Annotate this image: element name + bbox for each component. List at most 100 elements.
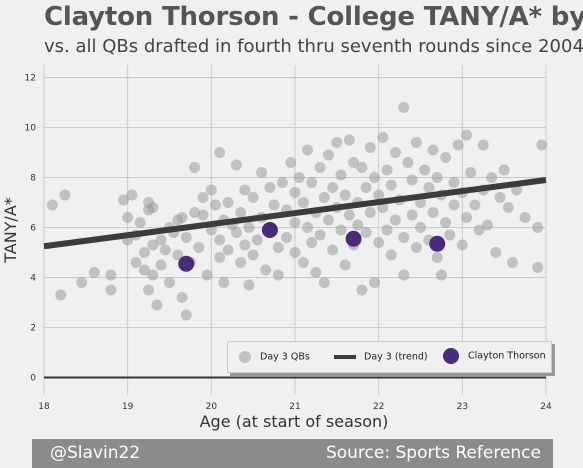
data-point bbox=[473, 224, 485, 236]
data-point bbox=[373, 237, 385, 248]
data-point bbox=[381, 164, 393, 176]
data-point bbox=[364, 207, 376, 218]
data-point bbox=[360, 182, 372, 193]
data-point bbox=[105, 269, 117, 281]
x-tick-label: 23 bbox=[457, 402, 468, 412]
data-point bbox=[389, 147, 401, 158]
data-point bbox=[431, 252, 443, 263]
data-point bbox=[431, 172, 443, 183]
data-point bbox=[385, 179, 397, 191]
data-point bbox=[180, 232, 192, 243]
x-tick-labels: 18 19 20 21 22 23 24 bbox=[38, 402, 552, 412]
data-point bbox=[456, 239, 468, 251]
data-point bbox=[126, 189, 138, 201]
data-point bbox=[381, 224, 393, 236]
data-point bbox=[519, 212, 531, 223]
data-point bbox=[251, 234, 263, 246]
data-point bbox=[486, 172, 498, 183]
data-point bbox=[55, 289, 67, 301]
data-point bbox=[461, 212, 473, 223]
data-point bbox=[138, 247, 150, 258]
data-point bbox=[322, 149, 334, 161]
data-point bbox=[214, 252, 226, 263]
data-point bbox=[343, 209, 355, 221]
data-point bbox=[444, 229, 456, 241]
data-point bbox=[343, 134, 355, 146]
y-tick-label: 10 bbox=[25, 124, 37, 134]
data-point bbox=[222, 244, 234, 256]
data-point bbox=[172, 249, 184, 261]
thorson-points bbox=[178, 222, 446, 272]
y-tick-label: 6 bbox=[30, 224, 36, 234]
data-point bbox=[134, 217, 146, 228]
thorson-point bbox=[178, 255, 195, 272]
data-point bbox=[122, 212, 134, 223]
data-point bbox=[331, 137, 343, 148]
page-title: Clayton Thorson - College TANY/A* by Age bbox=[44, 2, 583, 32]
data-point bbox=[46, 199, 58, 211]
data-point bbox=[239, 239, 251, 251]
data-point bbox=[297, 257, 309, 268]
data-point bbox=[193, 242, 205, 253]
data-point bbox=[502, 202, 514, 213]
data-point bbox=[435, 269, 447, 281]
data-point bbox=[147, 269, 159, 281]
data-point bbox=[138, 264, 150, 276]
data-point bbox=[452, 139, 464, 151]
data-point bbox=[197, 209, 209, 221]
legend-dot-purple bbox=[443, 348, 459, 364]
data-point bbox=[310, 267, 322, 278]
data-point bbox=[477, 139, 489, 151]
data-point bbox=[532, 262, 544, 273]
data-point bbox=[532, 222, 544, 233]
data-point bbox=[268, 199, 280, 211]
data-point bbox=[302, 144, 314, 156]
data-point bbox=[402, 157, 414, 168]
data-point bbox=[235, 207, 247, 218]
data-point bbox=[289, 187, 301, 198]
data-point bbox=[461, 129, 473, 141]
y-tick-labels: 0 2 4 6 8 10 12 bbox=[25, 74, 37, 384]
data-point bbox=[260, 264, 272, 276]
x-tick-label: 22 bbox=[373, 402, 384, 412]
data-point bbox=[276, 177, 288, 188]
footer-source: Source: Sports Reference bbox=[325, 443, 541, 463]
thorson-point bbox=[429, 235, 446, 252]
data-point bbox=[88, 267, 100, 278]
data-point bbox=[164, 277, 175, 288]
y-tick-label: 2 bbox=[30, 324, 36, 334]
data-point bbox=[289, 217, 301, 228]
data-point bbox=[368, 277, 380, 288]
data-point bbox=[243, 222, 255, 233]
data-point bbox=[398, 232, 410, 243]
data-point bbox=[147, 239, 159, 251]
data-point bbox=[214, 147, 226, 158]
data-point bbox=[314, 229, 326, 241]
data-point bbox=[264, 182, 276, 193]
data-point bbox=[201, 269, 213, 281]
data-point bbox=[272, 242, 284, 253]
data-point bbox=[465, 167, 477, 178]
legend-item-trend: Day 3 (trend) bbox=[334, 350, 428, 364]
data-point bbox=[339, 189, 351, 201]
data-point bbox=[507, 257, 519, 268]
data-point bbox=[389, 214, 401, 226]
data-point bbox=[356, 162, 368, 173]
data-point bbox=[448, 177, 460, 188]
data-point bbox=[368, 172, 380, 183]
data-point bbox=[105, 284, 117, 296]
data-point bbox=[180, 309, 192, 321]
data-point bbox=[360, 227, 372, 238]
data-point bbox=[406, 209, 418, 221]
data-point bbox=[385, 249, 397, 261]
data-point bbox=[256, 167, 268, 178]
data-point bbox=[59, 189, 71, 201]
data-point bbox=[427, 144, 439, 156]
data-point bbox=[302, 222, 314, 233]
data-point bbox=[243, 279, 255, 291]
data-point bbox=[406, 174, 418, 186]
data-point bbox=[210, 199, 222, 211]
data-point bbox=[348, 157, 360, 168]
data-point bbox=[327, 244, 339, 256]
legend-label-day3: Day 3 QBs bbox=[260, 351, 310, 363]
